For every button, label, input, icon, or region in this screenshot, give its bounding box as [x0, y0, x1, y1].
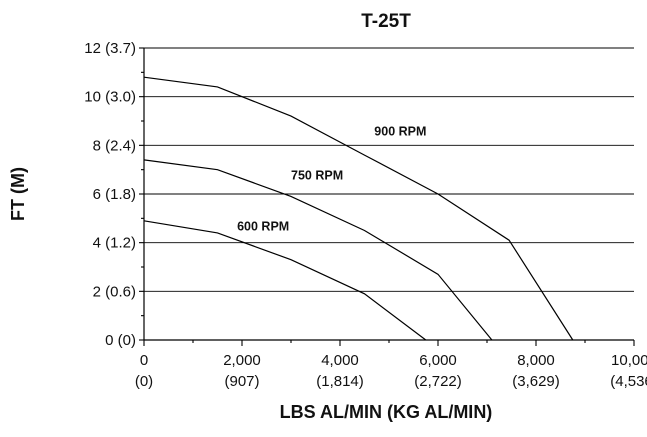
y-tick-label: 10 (3.0)	[84, 89, 136, 106]
series-label-2: 600 RPM	[237, 220, 289, 234]
y-tick-label: 6 (1.8)	[93, 186, 136, 203]
series-line-0	[143, 76, 574, 341]
y-tick-label: 2 (0.6)	[93, 283, 136, 300]
curve-layer	[143, 76, 574, 341]
x-tick-sublabel: (1,814)	[316, 373, 364, 390]
x-tick-label: 0	[140, 352, 148, 369]
y-axis-title: FT (M)	[8, 167, 28, 221]
y-tick-label: 4 (1.2)	[93, 235, 136, 252]
x-tick-sublabel: (3,629)	[512, 373, 560, 390]
y-tick-label: 12 (3.7)	[84, 40, 136, 57]
series-line-1	[143, 159, 493, 341]
x-tick-sublabel: (4,536)	[610, 373, 647, 390]
x-tick-label: 2,000	[223, 352, 261, 369]
x-tick-label: 8,000	[517, 352, 555, 369]
x-tick-label: 6,000	[419, 352, 457, 369]
series-line-2	[143, 220, 427, 341]
series-label-0: 900 RPM	[374, 125, 426, 139]
label-layer: 0 (0) 2 (0.6) 4 (1.2) 6 (1.8) 8 (2.4) 10 (3.0…	[84, 40, 647, 390]
y-tick-label: 8 (2.4)	[93, 137, 136, 154]
grid-layer	[144, 47, 634, 292]
x-tick-label: 4,000	[321, 352, 359, 369]
x-tick-sublabel: (2,722)	[414, 373, 462, 390]
series-label-1: 750 RPM	[291, 169, 343, 183]
x-tick-sublabel: (907)	[224, 373, 259, 390]
chart-title: T-25T	[361, 11, 411, 32]
y-tick-label: 0 (0)	[105, 332, 136, 349]
x-axis-title: LBS AL/MIN (KG AL/MIN)	[280, 402, 493, 422]
tick-layer	[139, 47, 635, 346]
x-tick-label: 10,000	[611, 352, 647, 369]
x-tick-sublabel: (0)	[135, 373, 153, 390]
